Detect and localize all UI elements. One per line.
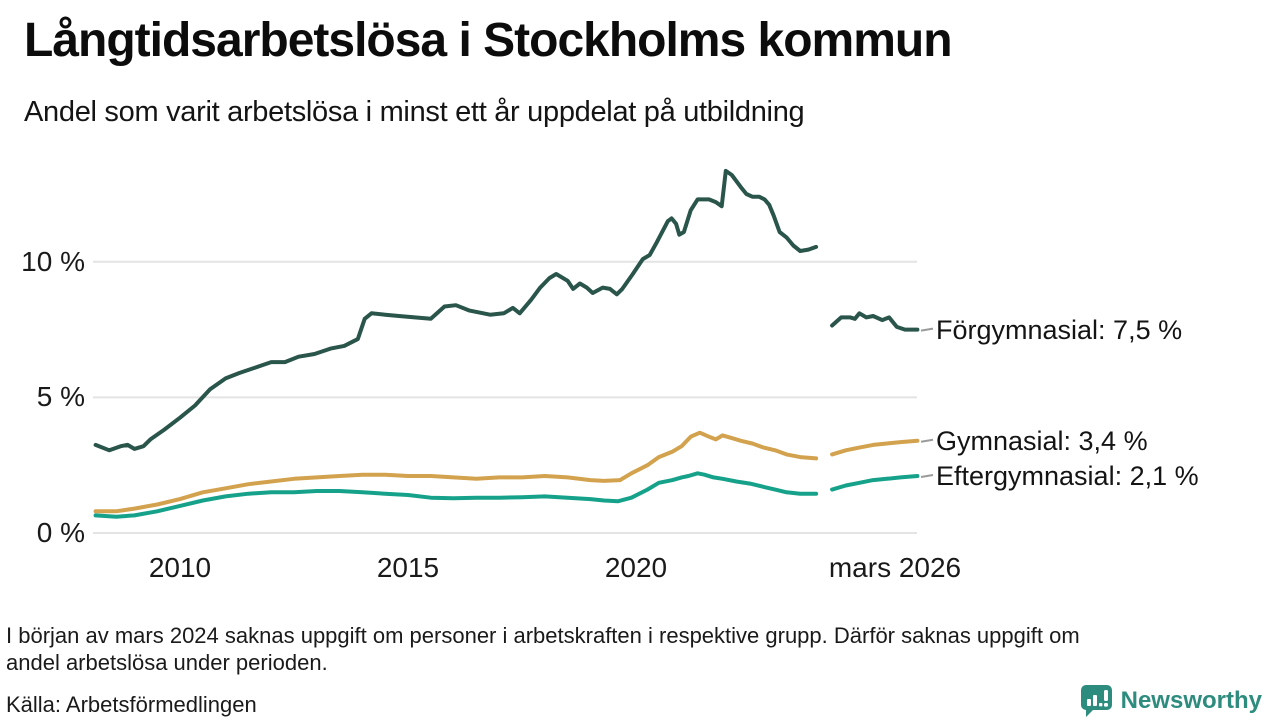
- newsworthy-logo: Newsworthy: [1080, 684, 1262, 718]
- legend-dash: [920, 327, 934, 332]
- legend-forgymnasial: Förgymnasial: 7,5 %: [936, 314, 1183, 345]
- line-segment-gymnasial: [830, 438, 920, 457]
- x-tick-label: 2020: [604, 552, 668, 583]
- footnote-line: andel arbetslösa under perioden.: [6, 650, 328, 675]
- line-segment-eftergymnasial: [93, 471, 819, 519]
- line-eftergymnasial: [93, 471, 920, 519]
- legend-dash: [920, 474, 934, 479]
- x-tick-label: mars 2026: [828, 552, 962, 583]
- y-tick-label: 5 %: [36, 381, 85, 413]
- footnote: I början av mars 2024 saknas uppgift om …: [6, 622, 1266, 676]
- gridlines: [93, 260, 917, 534]
- line-segment-gymnasial: [93, 430, 819, 514]
- source-note: Källa: Arbetsförmedlingen: [6, 692, 257, 717]
- legend-eftergymnasial: Eftergymnasial: 2,1 %: [936, 461, 1199, 492]
- line-segment-eftergymnasial: [830, 474, 920, 492]
- page-subtitle: Andel som varit arbetslösa i minst ett å…: [24, 96, 805, 128]
- newsworthy-wordmark: Newsworthy: [1120, 687, 1262, 714]
- chart-series: [93, 168, 920, 519]
- line-gymnasial: [93, 430, 920, 514]
- x-tick-label: 2010: [148, 552, 212, 583]
- legend-connector-dashes: [920, 327, 934, 479]
- y-tick-label: 10 %: [21, 245, 85, 277]
- y-tick-label: 0 %: [36, 517, 85, 548]
- x-tick-label: 2015: [376, 552, 440, 583]
- line-segment-forgymnasial: [93, 168, 819, 453]
- line-chart: [93, 168, 934, 534]
- line-segment-forgymnasial: [830, 311, 920, 332]
- bar-chart-speech-bubble-icon: [1080, 685, 1112, 717]
- footnote-line: I början av mars 2024 saknas uppgift om …: [6, 623, 1080, 648]
- legend-gymnasial: Gymnasial: 3,4 %: [936, 425, 1148, 456]
- page-title: Långtidsarbetslösa i Stockholms kommun: [24, 14, 953, 67]
- line-forgymnasial: [93, 168, 920, 453]
- legend-dash: [920, 438, 934, 443]
